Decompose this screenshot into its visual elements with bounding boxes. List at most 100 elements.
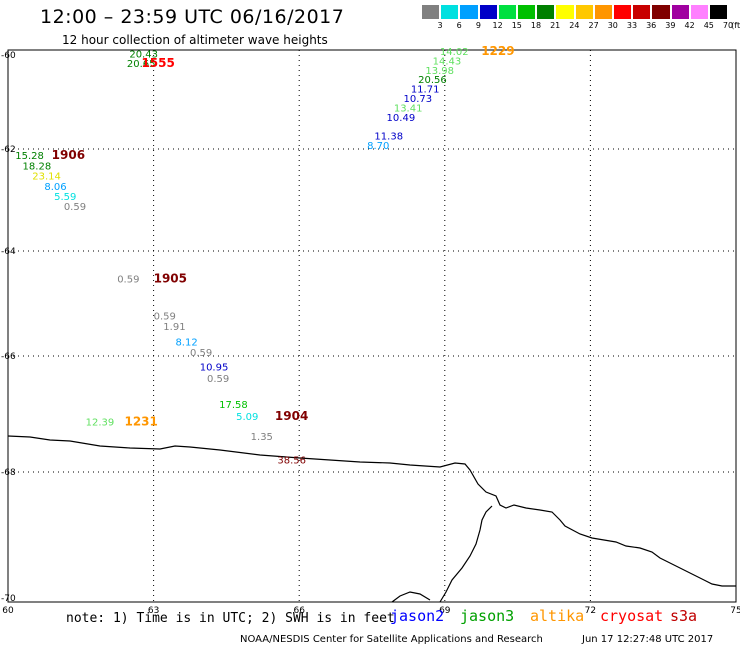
scale-swatch [518,5,537,19]
scale-label: 42 [684,21,695,30]
wave-height-label: 8.70 [367,141,389,152]
pass-time-tag: 1904 [275,409,308,423]
scale-label: 18 [530,21,542,30]
wave-height-label: 10.95 [200,363,229,374]
satellite-legend-item: jason2 [390,607,445,625]
scale-label: 9 [475,21,481,30]
wave-height-label: 10.49 [387,113,416,124]
satellite-legend-item: s3a [670,607,698,625]
coastline-east [391,591,431,603]
map-title: 12:00 – 23:59 UTC 06/16/2017 [40,6,345,28]
wave-height-label: 5.59 [54,192,76,203]
scale-label: 33 [626,21,638,30]
satellite-legend-item: cryosat [600,607,664,625]
credit-line: NOAA/NESDIS Center for Satellite Applica… [240,634,543,645]
wave-height-label: 1.35 [251,432,273,443]
wave-height-label: 0.59 [154,311,176,322]
pass-time-tag: 1905 [154,272,187,286]
wave-height-label: 20.56 [418,75,447,86]
y-tick-label: -64 [1,247,16,257]
y-tick-label: -68 [1,468,16,478]
scale-swatch [441,5,460,19]
x-tick-label: 63 [148,606,159,616]
wave-height-label: 14.02 [440,47,469,58]
scale-swatch [614,5,633,19]
wave-height-label: 23.14 [32,172,61,183]
satellite-legend-item: jason3 [460,607,515,625]
wave-height-label: 0.59 [190,348,212,359]
map-subtitle: 12 hour collection of altimeter wave hei… [62,33,328,47]
scale-swatch [498,5,517,19]
pass-time-tag: 1229 [481,44,514,58]
scale-swatch [671,5,690,19]
scale-label: 6 [456,21,462,30]
wave-height-label: 1.91 [163,322,185,333]
generation-timestamp: Jun 17 12:27:48 UTC 2017 [582,634,714,645]
scale-label: 24 [569,21,580,30]
pass-time-tag: 1555 [141,56,174,70]
y-tick-label: -62 [1,145,16,155]
scale-label: 27 [588,21,599,30]
scale-swatch [575,5,594,19]
wave-height-label: 38.56 [277,455,306,466]
scale-label: 3 [437,21,443,30]
wave-height-label: 11.38 [374,132,403,143]
satellite-legend-item: altika [530,607,585,625]
x-tick-label: 75 [730,606,740,616]
scale-swatch [556,5,575,19]
wave-height-label: 12.39 [86,418,115,429]
scale-swatch [710,5,729,19]
wave-height-label: 20.65 [127,59,156,70]
scale-label: 45 [703,21,714,30]
wave-height-label: 17.58 [219,400,248,411]
pass-time-tags: 1555 1229 1906 1905 1904 1231 [52,44,515,429]
y-tick-label: -60 [1,51,16,61]
scale-label: 15 [511,21,522,30]
axis-ticks: 60 63 66 69 72 75 -60 -62 -64 -66 -68 -70 [1,51,740,616]
coastline-inlet [439,505,493,603]
map-frame [7,49,737,603]
scale-swatch [633,5,652,19]
scale-swatch [594,5,613,19]
grid-lines [8,50,736,602]
wave-height-label: 8.06 [44,182,66,193]
wave-height-label: 0.59 [64,202,86,213]
scale-label: 30 [607,21,618,30]
scale-swatch [690,5,709,19]
wave-height-label: 0.59 [117,275,139,286]
x-tick-label: 72 [585,606,596,616]
scale-swatch [479,5,498,19]
scale-label: 39 [665,21,676,30]
antarctic-coastline [7,435,736,587]
scale-label: 21 [550,21,561,30]
scale-swatch [460,5,479,19]
x-tick-label: 60 [2,606,14,616]
scale-swatch [537,5,556,19]
x-tick-label: 66 [293,606,305,616]
scale-swatch [652,5,671,19]
wave-height-label: 13.98 [425,66,454,77]
scale-unit: (ft) [731,21,740,30]
y-tick-label: -66 [1,352,16,362]
wave-height-label: 11.71 [411,85,440,96]
wave-height-label: 5.09 [236,412,258,423]
wave-height-label: 20.43 [129,49,158,60]
wave-height-label: 0.59 [207,374,229,385]
scale-swatch [422,5,441,19]
wave-height-label: 14.43 [433,56,462,67]
wave-height-label: 8.12 [175,338,197,349]
scale-label: 36 [646,21,657,30]
wave-height-label: 13.41 [394,103,423,114]
pass-time-tag: 1906 [52,148,85,162]
y-tick-label: -70 [1,594,16,604]
wave-height-label: 15.28 [15,151,44,162]
scale-label: 70 [722,21,734,30]
x-tick-label: 69 [439,606,451,616]
footer-note: note: 1) Time is in UTC; 2) SWH is in fe… [66,611,395,626]
wave-height-label: 10.73 [404,94,433,105]
scale-label: 12 [492,21,503,30]
pass-time-tag: 1231 [124,415,157,429]
wave-height-label: 18.28 [23,161,52,172]
